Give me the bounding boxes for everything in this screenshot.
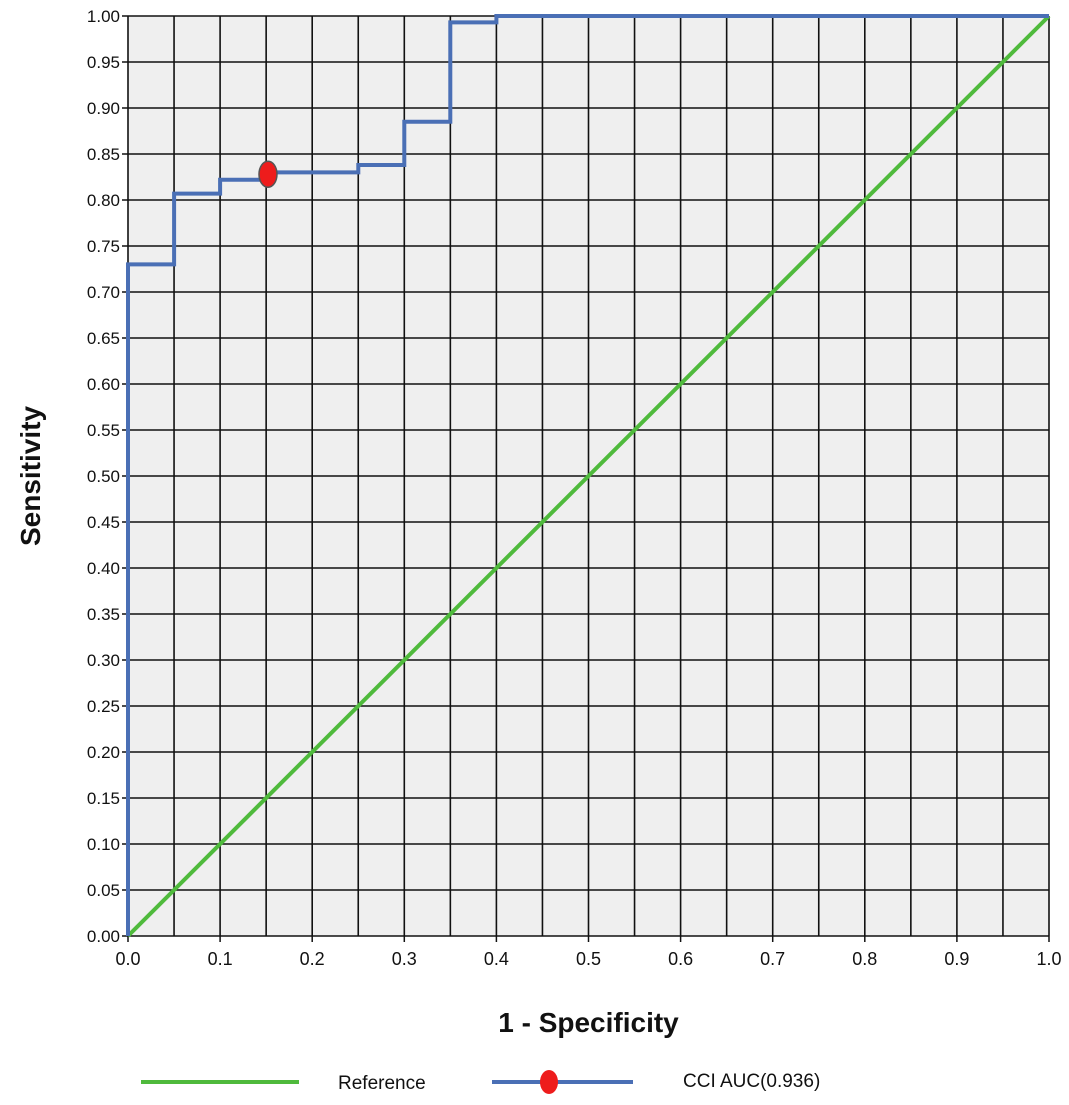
x-tick-label: 0.2	[300, 949, 325, 969]
y-tick-label: 0.85	[87, 145, 120, 164]
reference-line	[126, 14, 1051, 938]
cutoff-point-marker	[258, 160, 278, 188]
y-tick-label: 0.05	[87, 881, 120, 900]
y-tick-label: 0.45	[87, 513, 120, 532]
y-tick-label: 0.25	[87, 697, 120, 716]
x-tick-label: 0.1	[208, 949, 233, 969]
x-tick-label: 0.7	[760, 949, 785, 969]
y-tick-label: 0.35	[87, 605, 120, 624]
roc-curve	[126, 14, 1049, 936]
legend-label-reference: Reference	[338, 1073, 426, 1094]
y-tick-label: 0.70	[87, 283, 120, 302]
x-tick-label: 0.3	[392, 949, 417, 969]
y-tick-label: 0.20	[87, 743, 120, 762]
x-tick-label: 1.0	[1036, 949, 1061, 969]
y-tick-label: 0.95	[87, 53, 120, 72]
x-tick-label: 0.0	[115, 949, 140, 969]
x-tick-label: 0.8	[852, 949, 877, 969]
y-tick-label: 0.30	[87, 651, 120, 670]
x-axis-title: 1 - Specificity	[498, 1007, 679, 1038]
y-tick-label: 0.55	[87, 421, 120, 440]
y-tick-label: 0.60	[87, 375, 120, 394]
y-tick-label: 0.75	[87, 237, 120, 256]
y-axis-title: Sensitivity	[15, 406, 46, 546]
y-tick-label: 0.80	[87, 191, 120, 210]
x-tick-label: 0.9	[944, 949, 969, 969]
y-tick-label: 0.50	[87, 467, 120, 486]
y-tick-label: 0.40	[87, 559, 120, 578]
y-tick-label: 1.00	[87, 7, 120, 26]
legend-label-roc: CCI AUC(0.936)	[683, 1071, 820, 1092]
y-tick-label: 0.00	[87, 927, 120, 946]
y-tick-label: 0.10	[87, 835, 120, 854]
x-tick-label: 0.5	[576, 949, 601, 969]
y-tick-label: 0.65	[87, 329, 120, 348]
legend-marker-roc	[540, 1070, 558, 1094]
x-tick-label: 0.6	[668, 949, 693, 969]
y-tick-label: 0.90	[87, 99, 120, 118]
y-tick-label: 0.15	[87, 789, 120, 808]
x-tick-label: 0.4	[484, 949, 509, 969]
